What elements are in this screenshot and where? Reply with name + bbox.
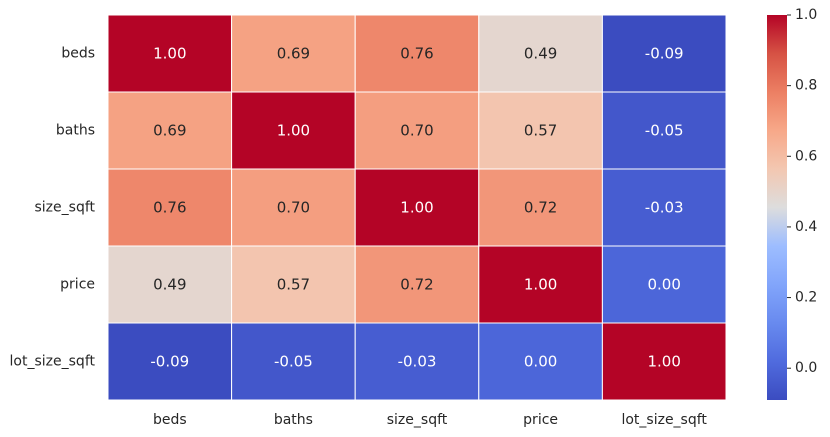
cell-value-label: -0.09 xyxy=(150,353,189,371)
cell-value-label: 0.70 xyxy=(277,199,310,217)
heatmap-cell xyxy=(478,14,603,93)
cell-value-label: 1.00 xyxy=(647,353,680,371)
colorbar-tick-label: 0.6 xyxy=(795,148,817,164)
cell-value-label: 0.76 xyxy=(153,199,186,217)
cell-value-label: 0.72 xyxy=(400,276,433,294)
y-tick-label: lot_size_sqft xyxy=(10,354,96,370)
x-tick-label: price xyxy=(523,412,558,428)
heatmap-cell xyxy=(231,14,356,93)
heatmap-annotations: 1.00 0.69 0.76 0.49 -0.09 0.69 1.00 0.70 0.57 -0.… xyxy=(150,45,683,371)
heatmap-cell xyxy=(231,168,356,247)
cell-value-label: 1.00 xyxy=(524,276,557,294)
cell-value-label: 0.49 xyxy=(524,45,557,63)
heatmap-cell xyxy=(107,322,233,401)
colorbar-tick-label: 0.8 xyxy=(795,78,817,94)
heatmap-cell xyxy=(478,168,603,247)
cell-value-label: 0.49 xyxy=(153,276,186,294)
heatmap-cell xyxy=(601,168,727,247)
heatmap-cell xyxy=(231,322,356,401)
x-tick-label: beds xyxy=(153,412,187,428)
heatmap-cell xyxy=(354,14,480,93)
cell-value-label: 0.69 xyxy=(277,45,310,63)
cell-value-label: 0.69 xyxy=(153,122,186,140)
heatmap-cell xyxy=(354,322,480,401)
heatmap-cell xyxy=(231,245,356,324)
cell-value-label: 1.00 xyxy=(153,45,186,63)
heatmap-cell xyxy=(107,245,233,324)
colorbar xyxy=(767,15,787,400)
heatmap-cell xyxy=(601,14,727,93)
colorbar-ticks: 0.0 0.2 0.4 0.6 0.8 1.0 xyxy=(787,7,817,376)
heatmap-cell xyxy=(478,245,603,324)
cell-value-label: -0.03 xyxy=(398,353,437,371)
cell-value-label: 1.00 xyxy=(400,199,433,217)
heatmap-cell xyxy=(354,91,480,170)
cell-value-label: 1.00 xyxy=(277,122,310,140)
heatmap-cell xyxy=(601,91,727,170)
x-axis-tick-labels: beds baths size_sqft price lot_size_sqft xyxy=(153,412,707,428)
colorbar-tick-label: 0.2 xyxy=(795,290,817,306)
colorbar-tick-label: 0.0 xyxy=(795,360,817,376)
heatmap-cell xyxy=(601,322,727,401)
cell-value-label: 0.57 xyxy=(524,122,557,140)
y-tick-label: baths xyxy=(56,123,95,139)
colorbar-tick-label: 1.0 xyxy=(795,7,817,23)
cell-value-label: -0.05 xyxy=(645,122,684,140)
heatmap-cell xyxy=(107,91,233,170)
cell-value-label: -0.03 xyxy=(645,199,684,217)
x-tick-label: baths xyxy=(274,412,313,428)
y-tick-label: price xyxy=(60,277,95,293)
heatmap-cell xyxy=(601,245,727,324)
heatmap-cell xyxy=(354,168,480,247)
cell-value-label: 0.57 xyxy=(277,276,310,294)
cell-value-label: 0.72 xyxy=(524,199,557,217)
y-tick-label: size_sqft xyxy=(35,200,96,216)
colorbar-tick-label: 0.4 xyxy=(795,219,817,235)
cell-value-label: -0.05 xyxy=(274,353,313,371)
cell-value-label: 0.76 xyxy=(400,45,433,63)
cell-value-label: -0.09 xyxy=(645,45,684,63)
cell-value-label: 0.00 xyxy=(647,276,680,294)
heatmap-cell xyxy=(107,14,233,93)
cell-value-label: 0.70 xyxy=(400,122,433,140)
x-tick-label: size_sqft xyxy=(387,412,448,428)
cell-value-label: 0.00 xyxy=(524,353,557,371)
x-tick-label: lot_size_sqft xyxy=(621,412,707,428)
heatmap-cells xyxy=(107,14,727,401)
y-tick-label: beds xyxy=(61,46,95,62)
heatmap-cell xyxy=(354,245,480,324)
